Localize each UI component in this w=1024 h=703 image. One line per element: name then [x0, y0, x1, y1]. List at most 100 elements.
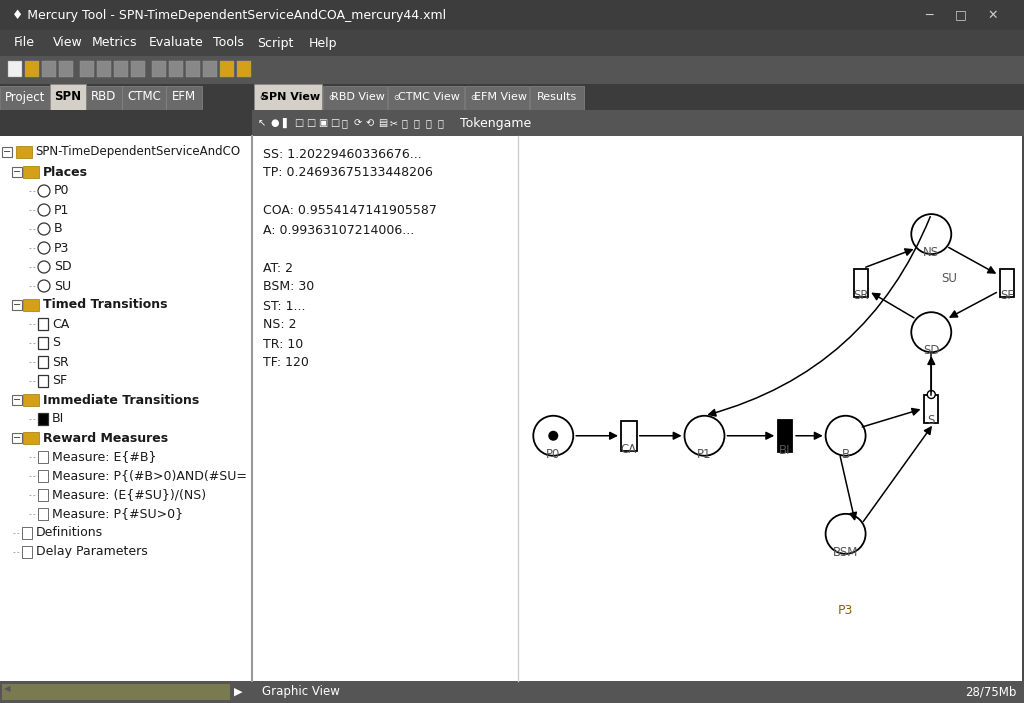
Circle shape	[928, 390, 935, 399]
Text: ♦ Mercury Tool - SPN-TimeDependentServiceAndCOA_mercury44.xml: ♦ Mercury Tool - SPN-TimeDependentServic…	[12, 8, 446, 22]
Text: P1: P1	[697, 448, 712, 460]
FancyBboxPatch shape	[38, 375, 48, 387]
FancyBboxPatch shape	[0, 110, 252, 136]
Text: ⟳: ⟳	[354, 118, 362, 128]
FancyBboxPatch shape	[2, 147, 12, 157]
Text: Results: Results	[537, 92, 578, 102]
Circle shape	[911, 312, 951, 352]
FancyBboxPatch shape	[0, 84, 1024, 110]
FancyBboxPatch shape	[0, 681, 1024, 703]
FancyBboxPatch shape	[38, 489, 48, 501]
FancyBboxPatch shape	[131, 61, 145, 77]
Text: 🔍: 🔍	[414, 118, 420, 128]
Circle shape	[38, 242, 50, 254]
Circle shape	[38, 261, 50, 273]
FancyBboxPatch shape	[38, 337, 48, 349]
Text: □: □	[306, 118, 315, 128]
Text: P0: P0	[546, 448, 560, 460]
Text: Evaluate: Evaluate	[150, 37, 204, 49]
Text: SPN-TimeDependentServiceAndCO: SPN-TimeDependentServiceAndCO	[35, 146, 240, 158]
FancyBboxPatch shape	[25, 61, 39, 77]
Circle shape	[534, 415, 573, 456]
FancyBboxPatch shape	[12, 167, 22, 177]
Text: Measure: P{(#B>0)AND(#SU=: Measure: P{(#B>0)AND(#SU=	[52, 470, 247, 482]
Text: ●: ●	[270, 118, 279, 128]
Text: 🔍: 🔍	[426, 118, 432, 128]
FancyBboxPatch shape	[80, 61, 94, 77]
Text: Places: Places	[43, 165, 88, 179]
Circle shape	[684, 415, 725, 456]
Text: ▶: ▶	[234, 687, 243, 697]
FancyBboxPatch shape	[203, 61, 217, 77]
Text: ✂: ✂	[390, 118, 398, 128]
FancyBboxPatch shape	[2, 684, 230, 700]
Text: File: File	[14, 37, 35, 49]
FancyBboxPatch shape	[38, 356, 48, 368]
FancyBboxPatch shape	[8, 61, 22, 77]
Text: Project: Project	[5, 91, 45, 103]
Text: AT: 2: AT: 2	[263, 262, 293, 274]
Circle shape	[38, 223, 50, 235]
Text: BI: BI	[779, 444, 791, 457]
FancyBboxPatch shape	[465, 86, 529, 110]
Text: NS: 2: NS: 2	[263, 318, 297, 332]
Text: Tools: Tools	[213, 37, 244, 49]
Text: P3: P3	[54, 242, 70, 254]
Text: SD: SD	[54, 261, 72, 273]
Circle shape	[825, 415, 865, 456]
Text: ST: 1...: ST: 1...	[263, 299, 305, 313]
Text: BSM: 30: BSM: 30	[263, 280, 314, 293]
Text: Graphic View: Graphic View	[262, 685, 340, 699]
FancyBboxPatch shape	[12, 300, 22, 310]
FancyBboxPatch shape	[12, 433, 22, 443]
Text: CTMC: CTMC	[127, 91, 161, 103]
Text: TR: 10: TR: 10	[263, 337, 303, 351]
FancyBboxPatch shape	[169, 61, 183, 77]
Text: ▤: ▤	[378, 118, 387, 128]
Text: ⬜: ⬜	[402, 118, 408, 128]
Text: NS: NS	[924, 246, 939, 259]
Circle shape	[38, 204, 50, 216]
FancyBboxPatch shape	[220, 61, 234, 77]
Text: ◀: ◀	[4, 684, 10, 693]
Text: □: □	[955, 8, 967, 22]
FancyBboxPatch shape	[16, 146, 32, 158]
Text: S: S	[52, 337, 60, 349]
Text: −: −	[13, 167, 22, 177]
Text: Tokengame: Tokengame	[460, 117, 531, 129]
Circle shape	[548, 431, 558, 441]
Circle shape	[911, 214, 951, 254]
FancyBboxPatch shape	[122, 86, 166, 110]
Text: TF: 120: TF: 120	[263, 356, 309, 370]
Text: ⊙: ⊙	[328, 93, 335, 101]
FancyBboxPatch shape	[186, 61, 200, 77]
Text: −: −	[13, 433, 22, 443]
Text: 28/75Mb: 28/75Mb	[965, 685, 1016, 699]
Text: Measure: P{#SU>0}: Measure: P{#SU>0}	[52, 508, 183, 520]
FancyBboxPatch shape	[388, 86, 464, 110]
FancyBboxPatch shape	[621, 421, 637, 451]
Text: B: B	[842, 448, 850, 460]
FancyBboxPatch shape	[22, 527, 32, 539]
Text: RBD View: RBD View	[331, 92, 385, 102]
Text: 🔍: 🔍	[438, 118, 443, 128]
Text: BSM: BSM	[833, 546, 858, 559]
Circle shape	[825, 514, 865, 554]
Text: CTMC View: CTMC View	[398, 92, 460, 102]
FancyBboxPatch shape	[50, 84, 86, 110]
Text: Delay Parameters: Delay Parameters	[36, 546, 147, 558]
Text: EFM View: EFM View	[473, 92, 526, 102]
Text: SF: SF	[52, 375, 68, 387]
FancyBboxPatch shape	[38, 413, 48, 425]
Text: Reward Measures: Reward Measures	[43, 432, 168, 444]
Text: SU: SU	[941, 271, 957, 285]
Text: P0: P0	[54, 184, 70, 198]
FancyBboxPatch shape	[23, 394, 39, 406]
Text: −: −	[13, 300, 22, 310]
Text: Help: Help	[309, 37, 337, 49]
Text: CA: CA	[621, 443, 637, 456]
FancyBboxPatch shape	[253, 136, 518, 681]
Text: RBD: RBD	[91, 91, 117, 103]
Text: □: □	[294, 118, 303, 128]
Text: ⟲: ⟲	[366, 118, 374, 128]
